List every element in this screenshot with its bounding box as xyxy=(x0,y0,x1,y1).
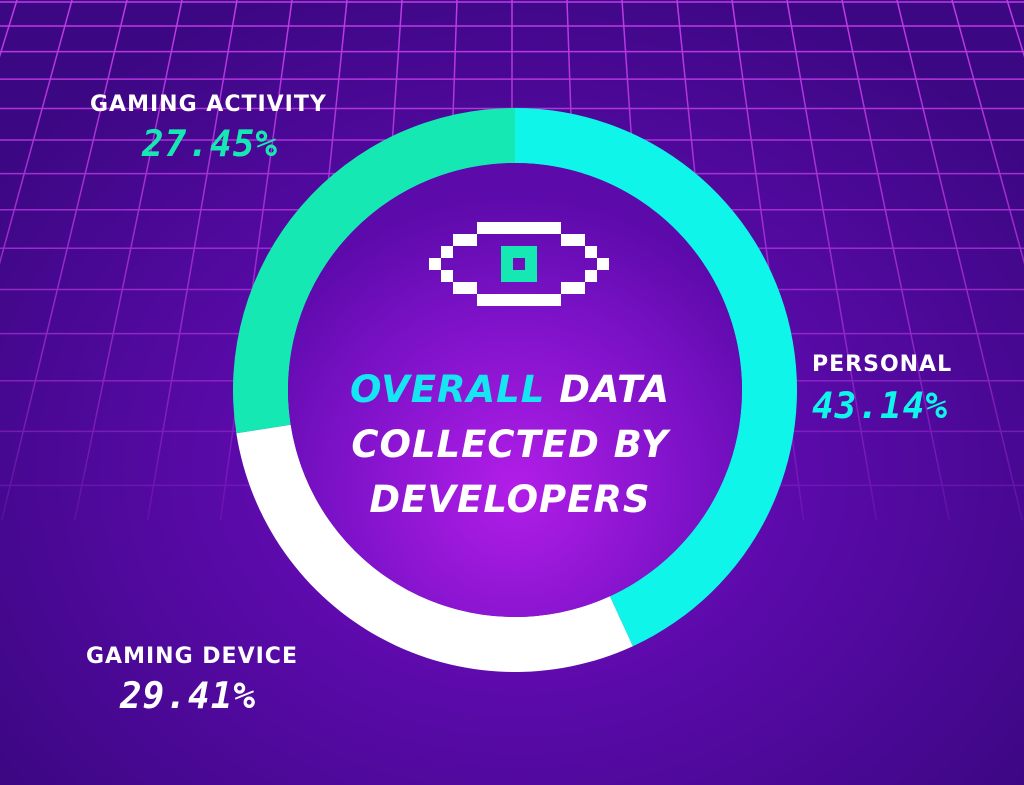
eye-outline-pixel xyxy=(429,258,441,270)
eye-outline-pixel xyxy=(573,282,585,294)
slice-value-gaming-activity: 27.45% xyxy=(142,124,279,165)
eye-outline-pixel xyxy=(453,282,465,294)
eye-outline-pixel xyxy=(477,294,489,306)
grid-line-vertical xyxy=(74,0,183,521)
grid-line-vertical xyxy=(219,0,293,521)
eye-outline-pixel xyxy=(549,222,561,234)
grid-line-vertical xyxy=(896,0,1023,521)
eye-outline-pixel xyxy=(501,294,513,306)
donut-center xyxy=(288,163,742,617)
eye-outline-pixel xyxy=(585,270,597,282)
grid-line-vertical xyxy=(1,0,128,521)
grid-line-vertical xyxy=(146,0,238,521)
center-title-highlight: OVERALL xyxy=(349,368,546,411)
eye-outline-pixel xyxy=(561,282,573,294)
slice-value-gaming-device: 29.41% xyxy=(120,676,257,717)
donut-slice-gaming-device xyxy=(236,424,633,672)
slice-label-gaming-activity: GAMING ACTIVITY xyxy=(90,92,327,117)
grid-line-vertical xyxy=(951,0,1024,265)
eye-pupil-pixel xyxy=(501,246,513,258)
eye-outline-pixel xyxy=(597,258,609,270)
eye-outline-pixel xyxy=(513,294,525,306)
slice-value-personal: 43.14% xyxy=(812,386,949,427)
eye-outline-pixel xyxy=(573,234,585,246)
slice-label-personal: PERSONAL xyxy=(812,352,953,377)
eye-outline-pixel xyxy=(537,294,549,306)
pixel-eye-icon xyxy=(429,222,609,306)
eye-pupil-pixel xyxy=(525,246,537,258)
eye-outline-pixel xyxy=(525,294,537,306)
donut-chart xyxy=(233,107,797,672)
eye-outline-pixel xyxy=(549,294,561,306)
slice-label-gaming-device: GAMING DEVICE xyxy=(86,644,298,669)
eye-outline-pixel xyxy=(465,234,477,246)
eye-outline-pixel xyxy=(537,222,549,234)
center-title-line-1-rest: DATA xyxy=(559,368,671,411)
eye-outline-pixel xyxy=(525,222,537,234)
eye-outline-pixel xyxy=(441,246,453,258)
eye-outline-pixel xyxy=(453,234,465,246)
eye-outline-pixel xyxy=(477,222,489,234)
grid-line-vertical xyxy=(0,0,18,58)
eye-outline-pixel xyxy=(561,234,573,246)
center-title-line-3: DEVELOPERS xyxy=(369,478,651,521)
eye-outline-pixel xyxy=(513,222,525,234)
center-title: OVERALL DATA COLLECTED BY DEVELOPERS xyxy=(300,362,720,527)
eye-pupil-pixel xyxy=(513,246,525,258)
donut-slice-gaming-activity xyxy=(233,107,515,434)
grid-line-vertical xyxy=(786,0,878,521)
eye-outline-pixel xyxy=(489,294,501,306)
eye-outline-pixel xyxy=(465,282,477,294)
eye-pupil-pixel xyxy=(513,270,525,282)
eye-outline-pixel xyxy=(501,222,513,234)
eye-pupil-pixel xyxy=(525,258,537,270)
grid-line-vertical xyxy=(841,0,950,521)
eye-pupil-pixel xyxy=(501,270,513,282)
center-title-line-2: COLLECTED BY xyxy=(351,423,669,466)
eye-pupil-pixel xyxy=(501,258,513,270)
grid-line-vertical xyxy=(1006,0,1024,58)
center-title-line-1: OVERALL DATA xyxy=(300,362,720,417)
eye-pupil-pixel xyxy=(525,270,537,282)
eye-outline-pixel xyxy=(441,270,453,282)
grid-line-vertical xyxy=(0,0,73,265)
eye-outline-pixel xyxy=(489,222,501,234)
donut-slice-personal xyxy=(515,108,797,647)
eye-outline-pixel xyxy=(585,246,597,258)
